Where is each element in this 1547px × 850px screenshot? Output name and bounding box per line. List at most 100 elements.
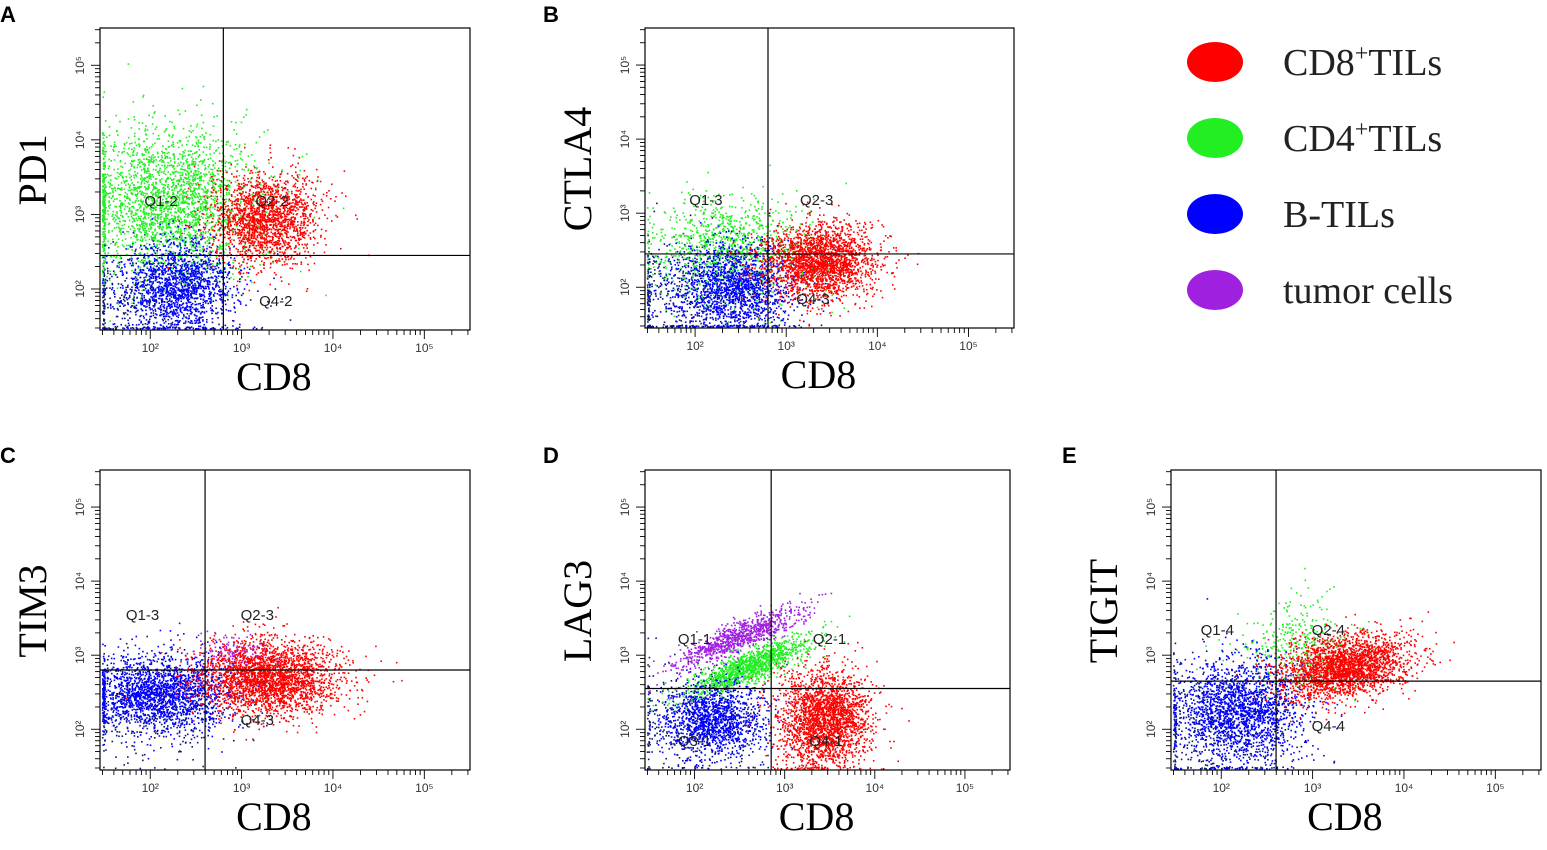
dot-B	[198, 278, 201, 281]
dot-B	[201, 265, 203, 267]
dot-dark_blue	[122, 327, 124, 329]
dot-dark_blue	[131, 305, 134, 307]
dot-CD8	[230, 212, 232, 214]
dot-CD4	[104, 213, 106, 215]
dot-CD8	[258, 252, 261, 255]
dot-CD4	[162, 243, 164, 246]
dot-B	[170, 283, 172, 285]
dot-B	[142, 327, 145, 329]
dot-CD4	[119, 199, 121, 202]
dot-CD4	[191, 197, 193, 200]
dot-CD4	[135, 154, 138, 156]
dot-CD4	[141, 226, 143, 228]
dot-B	[163, 313, 166, 315]
dot-CD4	[104, 234, 106, 236]
dot-B	[107, 270, 109, 272]
dot-B	[214, 292, 216, 294]
dot-CD4	[149, 203, 152, 205]
dot-CD4	[127, 136, 130, 139]
dot-CD4	[192, 227, 194, 229]
dot-CD4	[138, 187, 141, 190]
dot-CD8	[254, 166, 256, 169]
dot-CD4	[143, 227, 146, 230]
dot-CD4	[202, 230, 204, 233]
dot-CD4	[126, 152, 129, 154]
dot-CD4	[240, 157, 242, 160]
dot-CD4	[198, 177, 201, 180]
dot-CD4	[156, 191, 159, 193]
dot-CD4	[158, 226, 161, 228]
dot-CD4	[209, 133, 212, 136]
dot-CD4	[181, 171, 184, 174]
dot-B	[201, 275, 203, 278]
dot-B	[170, 325, 172, 327]
dot-CD4	[194, 196, 197, 199]
dot-B	[180, 277, 182, 279]
dot-B	[158, 302, 161, 304]
dot-B	[190, 304, 193, 306]
dot-B	[151, 308, 153, 310]
dot-CD4	[132, 244, 134, 246]
dot-CD4	[168, 250, 170, 252]
dot-B	[104, 293, 106, 296]
dot-B	[140, 245, 142, 247]
dot-CD4	[185, 161, 188, 164]
dot-B	[145, 261, 148, 264]
dot-dark_blue	[143, 295, 145, 297]
dot-B	[136, 286, 138, 288]
dot-CD4	[119, 209, 121, 212]
dot-CD4	[219, 244, 221, 246]
dot-CD4	[241, 159, 244, 161]
dot-CD4	[140, 174, 142, 177]
dot-CD4	[186, 249, 188, 252]
dot-CD4	[183, 232, 185, 235]
dot-CD4	[153, 238, 155, 240]
dot-CD4	[213, 181, 215, 184]
dot-CD4	[234, 143, 237, 146]
dot-dark_blue	[124, 312, 127, 314]
dot-dark_blue	[109, 297, 111, 300]
dot-CD4	[202, 206, 205, 208]
dot-CD8	[305, 215, 307, 218]
dot-CD4	[128, 169, 130, 172]
dot-B	[217, 272, 219, 274]
dot-CD4	[145, 213, 148, 215]
dot-CD4	[165, 205, 167, 208]
dot-B	[160, 295, 163, 297]
dot-CD4	[139, 281, 142, 283]
dot-B	[219, 261, 221, 264]
dot-CD4	[174, 200, 176, 203]
dot-B	[174, 256, 176, 259]
dot-CD4	[197, 264, 199, 267]
dot-CD8	[296, 186, 299, 189]
dot-CD4	[143, 211, 145, 213]
dot-CD4	[116, 178, 118, 180]
dot-CD4	[105, 206, 107, 209]
dot-CD4	[273, 250, 275, 253]
dot-B	[193, 265, 196, 267]
dot-CD4	[181, 272, 184, 274]
dot-B	[152, 288, 154, 291]
dot-B	[198, 263, 201, 265]
dot-CD4	[221, 256, 224, 259]
dot-B	[153, 243, 155, 245]
dot-CD4	[174, 202, 177, 204]
dot-CD8	[293, 227, 296, 230]
dot-CD4	[130, 215, 133, 218]
dot-B	[186, 298, 189, 301]
dot-B	[113, 323, 116, 325]
dot-CD4	[187, 208, 190, 210]
dot-CD4	[168, 219, 171, 221]
dot-CD4	[171, 206, 174, 208]
dot-B	[164, 327, 166, 330]
dot-B	[209, 292, 211, 295]
dot-B	[201, 273, 203, 275]
dot-CD4	[150, 204, 152, 206]
dot-CD4	[160, 191, 163, 193]
dot-dark_blue	[103, 302, 105, 304]
dot-CD4	[159, 207, 161, 210]
dot-CD4	[104, 199, 106, 201]
dot-CD4	[201, 188, 203, 190]
dot-CD8	[326, 217, 329, 220]
dot-CD4	[163, 170, 165, 173]
